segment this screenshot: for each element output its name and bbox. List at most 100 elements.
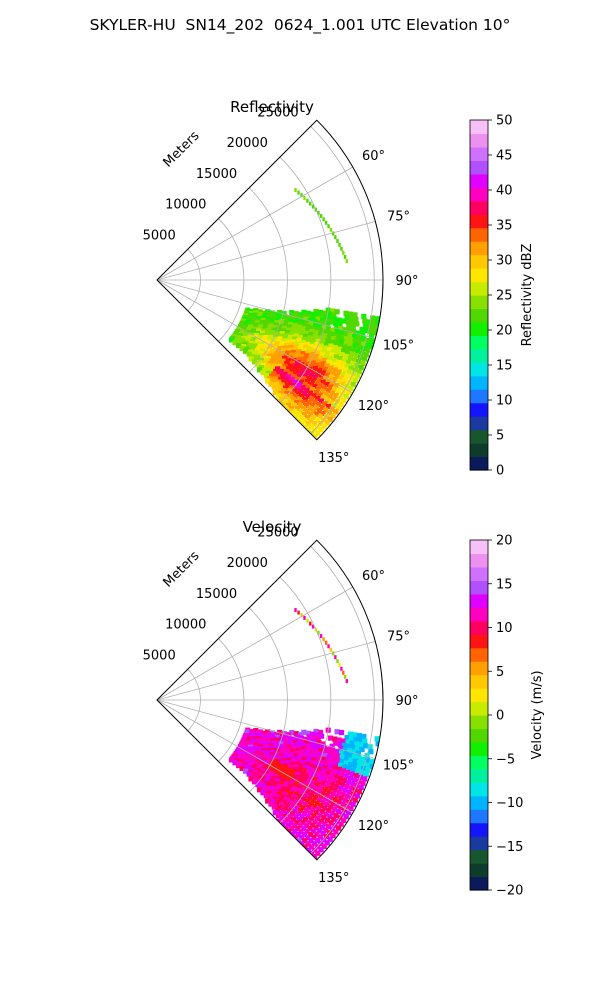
- echo-gate: [311, 204, 315, 209]
- echo-gate: [309, 822, 316, 828]
- echo-gate: [318, 383, 324, 389]
- echo-gate: [295, 796, 301, 803]
- echo-gate: [228, 337, 235, 343]
- echo-gate: [304, 330, 310, 336]
- echo-gate: [338, 745, 344, 752]
- echo-gate: [365, 342, 371, 348]
- echo-gate: [316, 359, 322, 365]
- echo-gate: [332, 765, 338, 771]
- echo-gate: [289, 825, 295, 831]
- echo-gate: [318, 427, 324, 433]
- colorbar-segment: [470, 809, 488, 824]
- echo-gate: [346, 779, 352, 785]
- echo-gate: [299, 749, 306, 755]
- figure-suptitle: SKYLER-HU SN14_202 0624_1.001 UTC Elevat…: [89, 16, 511, 34]
- echo-gate: [344, 363, 350, 369]
- echo-gate: [302, 418, 308, 424]
- echo-gate: [310, 387, 316, 393]
- echo-gate: [296, 802, 303, 808]
- echo-gate: [270, 313, 276, 319]
- azimuth-tick-label: 60°: [362, 569, 385, 584]
- echo-gate: [309, 325, 315, 331]
- echo-gate: [316, 401, 322, 408]
- echo-gate: [282, 743, 288, 749]
- echo-gate: [307, 335, 313, 341]
- echo-gate: [311, 421, 317, 427]
- echo-gate: [321, 843, 327, 849]
- echo-gate: [307, 366, 313, 373]
- echo-gate: [310, 311, 316, 317]
- echo-gate: [332, 376, 338, 383]
- echo-gate: [348, 785, 354, 791]
- echo-gate: [266, 732, 272, 738]
- echo-gate: [334, 363, 340, 369]
- echo-gate: [312, 345, 319, 351]
- colorbar-segment: [470, 540, 488, 555]
- echo-gate: [284, 750, 291, 756]
- echo-gate: [297, 785, 303, 791]
- echo-gate: [285, 822, 292, 828]
- echo-gate: [324, 792, 330, 798]
- echo-gate: [356, 764, 362, 770]
- echo-gate: [268, 381, 274, 387]
- echo-gate: [308, 763, 314, 769]
- echo-gate: [374, 736, 380, 742]
- echo-gate: [335, 809, 342, 815]
- echo-gate: [338, 662, 341, 667]
- echo-gate: [283, 353, 289, 359]
- echo-gate: [362, 776, 368, 782]
- colorbar-segment: [470, 782, 488, 797]
- echo-gate: [283, 797, 290, 803]
- echo-gate: [320, 790, 326, 796]
- echo-gate: [282, 345, 288, 351]
- echo-gate: [265, 378, 271, 384]
- echo-gate: [333, 774, 339, 780]
- echo-gate: [293, 764, 299, 770]
- echo-gate: [329, 772, 335, 778]
- echo-gate: [289, 411, 295, 417]
- echo-gate: [354, 741, 360, 747]
- echo-gate: [287, 355, 293, 361]
- echo-gate: [322, 805, 328, 811]
- echo-gate: [286, 408, 292, 414]
- echo-gate: [320, 741, 326, 747]
- echo-gate: [297, 732, 304, 738]
- echo-gate: [314, 773, 320, 780]
- echo-gate: [323, 774, 329, 780]
- echo-gate: [301, 825, 307, 832]
- echo-gate: [299, 841, 305, 847]
- echo-gate: [333, 324, 340, 331]
- echo-gate: [321, 348, 327, 355]
- echo-gate: [289, 360, 295, 366]
- echo-gate: [322, 357, 328, 363]
- echo-gate: [313, 330, 319, 336]
- echo-gate: [300, 322, 306, 328]
- echo-gate: [316, 755, 323, 761]
- echo-gate: [361, 313, 367, 320]
- echo-gate: [312, 819, 318, 825]
- echo-gate: [319, 824, 325, 830]
- colorbar-tick-label: 25: [496, 289, 513, 304]
- echo-gate: [305, 421, 311, 427]
- echo-gate: [349, 351, 355, 357]
- echo-gate: [248, 776, 254, 782]
- echo-gate: [279, 402, 286, 408]
- echo-gate: [301, 729, 307, 735]
- echo-gate: [312, 742, 319, 749]
- echo-gate: [320, 321, 326, 327]
- echo-gate: [371, 320, 377, 326]
- echo-gate: [343, 674, 347, 679]
- echo-gate: [279, 822, 286, 828]
- echo-gate: [332, 787, 338, 793]
- echo-gate: [365, 767, 371, 773]
- reflectivity-sector-frame: [156, 119, 384, 441]
- echo-gate: [290, 816, 297, 823]
- echo-gate: [338, 242, 341, 247]
- echo-gate: [316, 828, 323, 834]
- echo-gate: [318, 398, 324, 404]
- echo-gate: [268, 801, 274, 807]
- echo-gate: [283, 377, 290, 383]
- echo-gate: [269, 730, 275, 736]
- echo-gate: [317, 812, 323, 818]
- echo-gate: [341, 742, 348, 748]
